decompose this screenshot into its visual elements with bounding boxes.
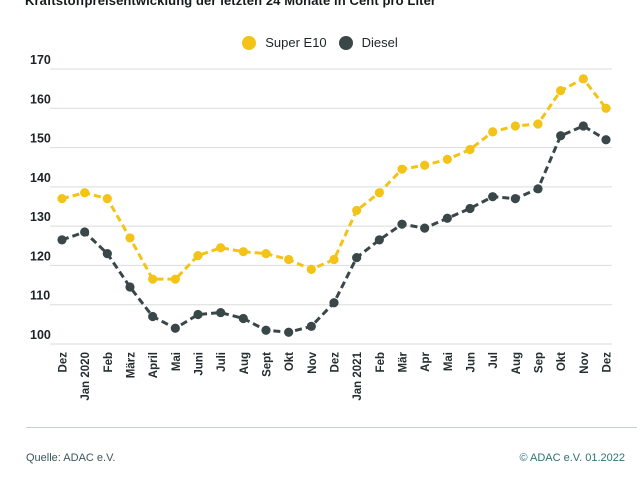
x-axis-tick-label: Jan 2021 bbox=[352, 351, 364, 400]
x-axis-tick-label: Juli bbox=[216, 352, 228, 372]
data-point-diesel bbox=[374, 235, 384, 245]
data-point-diesel bbox=[284, 327, 294, 337]
x-axis-tick-label: Aug bbox=[239, 352, 251, 374]
data-point-super-e10 bbox=[488, 127, 498, 137]
data-point-diesel bbox=[329, 298, 339, 308]
data-point-super-e10 bbox=[352, 205, 362, 216]
data-point-super-e10 bbox=[397, 164, 407, 174]
y-axis-tick-label: 110 bbox=[30, 289, 50, 303]
legend-item-diesel: Diesel bbox=[338, 35, 398, 50]
data-point-super-e10 bbox=[578, 74, 588, 84]
data-point-super-e10 bbox=[374, 188, 384, 198]
x-axis-tick-label: Nov bbox=[307, 351, 319, 373]
x-axis-tick-label: Jun bbox=[466, 352, 478, 372]
data-point-super-e10 bbox=[329, 254, 339, 265]
data-point-diesel bbox=[102, 249, 112, 259]
data-point-diesel bbox=[352, 252, 362, 263]
data-point-super-e10 bbox=[125, 233, 135, 243]
y-axis-tick-label: 100 bbox=[30, 328, 51, 342]
x-axis-tick-label: Okt bbox=[284, 352, 296, 371]
data-point-super-e10 bbox=[533, 119, 543, 129]
data-point-super-e10 bbox=[238, 247, 248, 257]
data-point-diesel bbox=[510, 194, 520, 204]
x-axis-tick-label: Jan 2020 bbox=[80, 352, 92, 401]
y-axis-tick-label: 170 bbox=[30, 53, 51, 67]
data-point-super-e10 bbox=[193, 251, 203, 261]
x-axis-tick-label: Okt bbox=[556, 352, 568, 371]
y-axis-tick-label: 150 bbox=[30, 132, 51, 146]
data-point-diesel bbox=[578, 121, 588, 131]
chart-legend: Super E10 Diesel bbox=[0, 35, 640, 50]
data-point-super-e10 bbox=[284, 254, 294, 265]
data-point-super-e10 bbox=[261, 249, 271, 259]
y-axis-tick-label: 160 bbox=[30, 92, 51, 106]
data-point-super-e10 bbox=[420, 160, 430, 170]
data-point-super-e10 bbox=[148, 274, 158, 284]
data-point-super-e10 bbox=[57, 194, 67, 204]
data-point-super-e10 bbox=[216, 243, 226, 253]
data-point-super-e10 bbox=[442, 154, 452, 164]
x-axis-tick-label: Juni bbox=[194, 352, 206, 376]
x-axis-tick-label: Jul bbox=[488, 352, 500, 369]
data-point-diesel bbox=[533, 184, 543, 194]
data-point-diesel bbox=[125, 282, 135, 292]
data-point-diesel bbox=[420, 223, 430, 233]
footer-copyright: © ADAC e.V. 01.2022 bbox=[519, 452, 625, 464]
data-point-diesel bbox=[306, 321, 316, 331]
data-point-diesel bbox=[148, 311, 158, 322]
x-axis-tick-label: Aug bbox=[511, 352, 523, 374]
x-axis-tick-label: Dez bbox=[330, 352, 342, 373]
x-axis-tick-label: Mär bbox=[398, 351, 410, 372]
x-axis-tick-label: Feb bbox=[375, 352, 387, 372]
data-point-super-e10 bbox=[556, 86, 566, 96]
super-e10-dot-icon bbox=[242, 35, 257, 50]
footer-source: Quelle: ADAC e.V. bbox=[26, 452, 116, 464]
legend-item-super-e10: Super E10 bbox=[242, 35, 327, 50]
data-point-diesel bbox=[488, 192, 498, 202]
x-axis-tick-label: Apr bbox=[420, 351, 432, 371]
x-axis-tick-label: April bbox=[148, 352, 160, 378]
data-point-super-e10 bbox=[170, 274, 180, 284]
data-point-super-e10 bbox=[80, 188, 90, 198]
data-point-super-e10 bbox=[102, 194, 112, 204]
x-axis-tick-label: März bbox=[126, 352, 138, 378]
x-axis-tick-label: Feb bbox=[103, 352, 115, 372]
data-point-diesel bbox=[80, 227, 90, 237]
x-axis-tick-label: Mai bbox=[171, 352, 183, 371]
data-point-diesel bbox=[193, 309, 203, 320]
footer-divider bbox=[26, 427, 637, 428]
x-axis-tick-label: Nov bbox=[579, 351, 591, 373]
legend-label-diesel: Diesel bbox=[361, 35, 398, 50]
data-point-diesel bbox=[442, 213, 452, 223]
data-point-diesel bbox=[261, 325, 271, 335]
data-point-super-e10 bbox=[510, 121, 520, 131]
data-point-super-e10 bbox=[306, 264, 316, 274]
data-point-super-e10 bbox=[465, 144, 475, 155]
y-axis-tick-label: 130 bbox=[30, 210, 51, 224]
data-point-super-e10 bbox=[601, 103, 611, 113]
diesel-dot-icon bbox=[338, 35, 353, 50]
series-line-super-e10 bbox=[61, 76, 608, 281]
data-point-diesel bbox=[397, 219, 407, 229]
data-point-diesel bbox=[238, 313, 248, 324]
y-axis-tick-label: 140 bbox=[30, 171, 51, 185]
data-point-diesel bbox=[601, 135, 611, 145]
page-title: Kraftstoffpreisentwicklung der letzten 2… bbox=[25, 0, 437, 8]
data-point-diesel bbox=[556, 131, 566, 141]
x-axis-tick-label: Sep bbox=[534, 352, 546, 373]
data-point-diesel bbox=[57, 235, 67, 245]
x-axis-tick-label: Sept bbox=[262, 352, 274, 377]
data-point-diesel bbox=[216, 307, 226, 318]
x-axis-tick-label: Dez bbox=[602, 352, 614, 373]
data-point-diesel bbox=[170, 323, 180, 333]
legend-label-super-e10: Super E10 bbox=[265, 35, 327, 50]
data-point-diesel bbox=[465, 203, 475, 214]
x-axis-tick-label: Dez bbox=[58, 352, 70, 373]
y-axis-tick-label: 120 bbox=[30, 249, 51, 263]
x-axis-tick-label: Mai bbox=[443, 352, 455, 371]
